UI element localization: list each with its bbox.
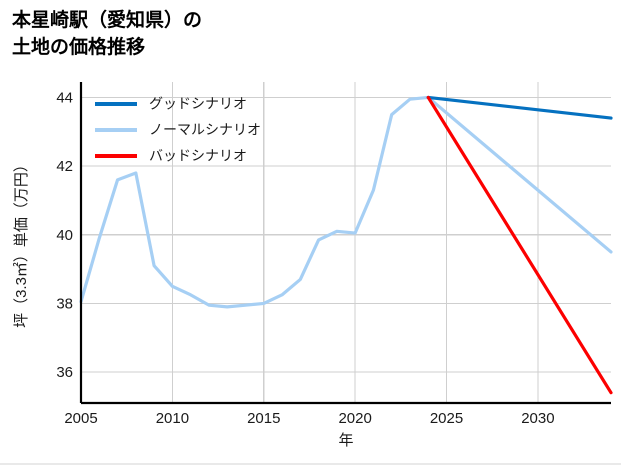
page-title: 本星崎駅（愛知県）の 土地の価格推移 xyxy=(12,10,203,58)
axis-lines xyxy=(79,82,611,405)
x-tick-label: 2020 xyxy=(338,410,371,427)
legend-label: グッドシナリオ xyxy=(149,96,247,112)
series-line xyxy=(426,95,613,395)
y-tick-labels: 36 38 40 42 44 xyxy=(56,89,73,381)
series-group xyxy=(79,95,613,395)
y-axis-title: 坪（3.3㎡）単価（万円） xyxy=(13,157,30,328)
legend-label: バッドシナリオ xyxy=(149,148,247,164)
x-tick-label: 2005 xyxy=(64,410,97,427)
x-tick-label: 2010 xyxy=(156,410,189,427)
y-tick-label: 40 xyxy=(56,227,73,244)
y-tick-label: 36 xyxy=(56,364,73,381)
x-tick-label: 2025 xyxy=(430,410,463,427)
x-tick-labels: 2005 2010 2015 2020 2025 2030 xyxy=(64,410,554,427)
series-line xyxy=(79,95,613,309)
x-tick-label: 2015 xyxy=(247,410,280,427)
y-tick-label: 42 xyxy=(56,158,73,175)
x-tick-label: 2030 xyxy=(521,410,554,427)
y-tick-label: 44 xyxy=(56,89,73,106)
y-tick-label: 38 xyxy=(56,295,73,312)
legend-label: ノーマルシナリオ xyxy=(149,122,261,138)
series-line xyxy=(426,95,613,120)
gridlines xyxy=(80,82,611,403)
x-axis-title: 年 xyxy=(338,432,353,449)
